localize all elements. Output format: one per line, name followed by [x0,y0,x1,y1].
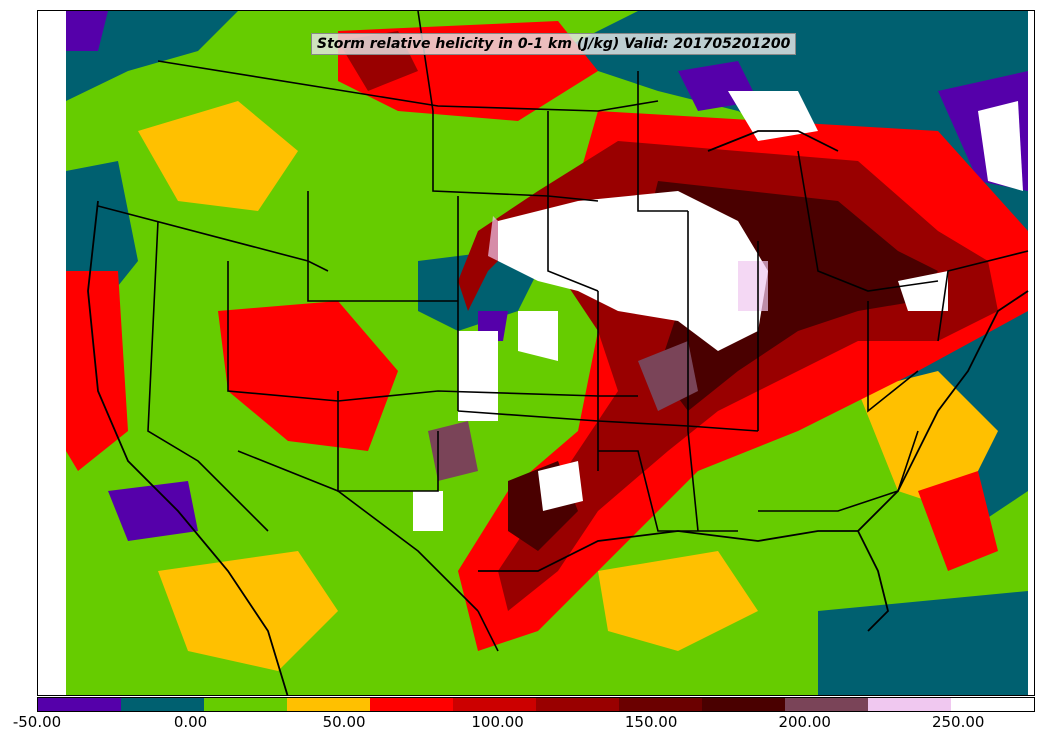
colorbar-segment [868,698,951,711]
colorbar-segment [536,698,619,711]
colorbar-ticks: -50.00 0.00 50.00 100.00 150.00 200.00 250.00 [0,713,1044,743]
helicity-map [66,11,1029,695]
colorbar-segment [204,698,287,711]
map-panel: Storm relative helicity in 0-1 km (J/kg)… [37,10,1035,696]
colorbar-segment [38,698,121,711]
state-boundaries [97,11,1029,652]
colorbar-segment [619,698,702,711]
colorbar-segment [287,698,370,711]
colorbar-segment [453,698,536,711]
colorbar-segment [951,698,1034,711]
colorbar-segment [702,698,785,711]
colorbar-tick-label: -50.00 [12,713,62,731]
colorbar-tick-label: 150.00 [624,713,678,731]
colorbar-tick-label: 50.00 [322,713,366,731]
colorbar [37,697,1035,712]
map-title: Storm relative helicity in 0-1 km (J/kg)… [311,33,797,55]
colorbar-segment [121,698,204,711]
coastline [87,130,1029,695]
colorbar-segment [785,698,868,711]
colorbar-tick-label: 100.00 [471,713,524,731]
mauve-regions [428,341,698,481]
colorbar-tick-label: 0.00 [173,713,208,731]
yellow-regions [138,101,998,671]
pink-regions [488,216,768,311]
colorbar-tick-label: 250.00 [931,713,985,731]
white-regions [413,91,1023,531]
colorbar-tick-label: 200.00 [778,713,831,731]
colorbar-segment [370,698,453,711]
